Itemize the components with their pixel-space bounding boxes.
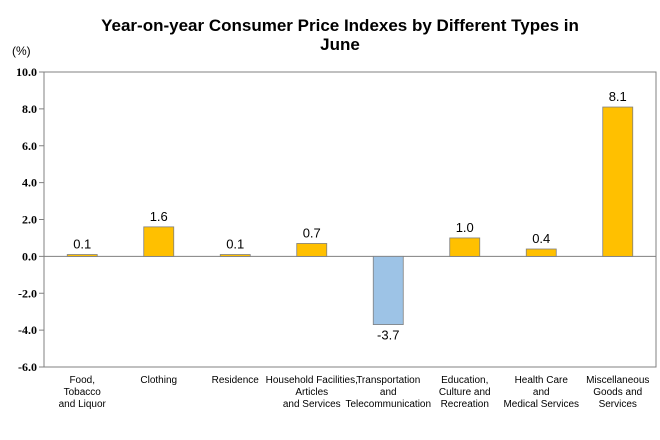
y-unit-label: (%) bbox=[12, 44, 31, 58]
bar bbox=[66, 254, 98, 257]
x-category-label: Food, Tobacco and Liquor bbox=[59, 375, 107, 410]
x-category-label-line: Goods and bbox=[593, 387, 642, 398]
x-category-label-line: Articles bbox=[295, 387, 328, 398]
data-label: 0.1 bbox=[226, 237, 244, 252]
x-category-label-line: Medical Services bbox=[503, 399, 579, 410]
chart-title-line-1: Year-on-year Consumer Price Indexes by D… bbox=[101, 16, 579, 35]
x-category-label: Education, Culture and Recreation bbox=[439, 375, 491, 410]
x-category-label: Health Care and Medical Services bbox=[503, 375, 579, 410]
bar bbox=[602, 106, 634, 257]
x-category-label-line: Transportation bbox=[356, 375, 420, 386]
data-label: -3.7 bbox=[377, 328, 399, 343]
bar bbox=[525, 248, 557, 257]
data-label: 0.1 bbox=[73, 237, 91, 252]
bar bbox=[143, 226, 175, 257]
x-category-label-line: Food, bbox=[69, 375, 95, 386]
y-tick-label: 10.0 bbox=[16, 65, 37, 79]
y-tick-label: 8.0 bbox=[22, 102, 37, 116]
x-category-label-line: Miscellaneous bbox=[586, 375, 649, 386]
x-category-label: Clothing bbox=[140, 375, 177, 386]
y-tick-label: -6.0 bbox=[18, 360, 37, 374]
x-category-label: Household Facilities, Articles and Service… bbox=[266, 375, 358, 410]
y-tick-label: 6.0 bbox=[22, 139, 37, 153]
x-category-label-line: and bbox=[380, 387, 397, 398]
x-category-label-line: Recreation bbox=[441, 399, 489, 410]
x-category-label-line: Culture and bbox=[439, 387, 491, 398]
x-category-label-line: Services bbox=[599, 399, 637, 410]
y-tick-label: -4.0 bbox=[18, 323, 37, 337]
bar bbox=[296, 243, 328, 257]
x-category-label-line: Telecommunication bbox=[345, 399, 431, 410]
bar bbox=[372, 255, 404, 325]
x-category-label: Miscellaneous Goods and Services bbox=[586, 375, 649, 410]
x-category-label-line: Household Facilities, bbox=[266, 375, 358, 386]
x-category-label-line: Residence bbox=[212, 375, 260, 386]
data-label: 8.1 bbox=[609, 89, 627, 104]
x-category-label-line: Education, bbox=[441, 375, 488, 386]
y-tick-label: 0.0 bbox=[22, 249, 37, 263]
y-tick-label: 2.0 bbox=[22, 213, 37, 227]
data-label: 0.4 bbox=[532, 231, 550, 246]
x-category-label: Residence bbox=[212, 375, 260, 386]
y-tick-label: -2.0 bbox=[18, 286, 37, 300]
data-label: 1.6 bbox=[150, 209, 168, 224]
x-category-label-line: and Services bbox=[283, 399, 341, 410]
x-category-label: Transportation and Telecommunication bbox=[345, 375, 431, 410]
x-category-label-line: Health Care bbox=[515, 375, 569, 386]
bar bbox=[449, 237, 481, 257]
plot-frame bbox=[43, 71, 657, 368]
bar bbox=[219, 254, 251, 257]
data-label: 0.7 bbox=[303, 225, 321, 240]
x-category-label-line: Clothing bbox=[140, 375, 177, 386]
y-tick-label: 4.0 bbox=[22, 176, 37, 190]
chart-title-line-2: June bbox=[320, 35, 360, 54]
x-category-label-line: and bbox=[533, 387, 550, 398]
data-label: 1.0 bbox=[456, 220, 474, 235]
x-category-label-line: and Liquor bbox=[59, 399, 107, 410]
x-category-label-line: Tobacco bbox=[64, 387, 102, 398]
